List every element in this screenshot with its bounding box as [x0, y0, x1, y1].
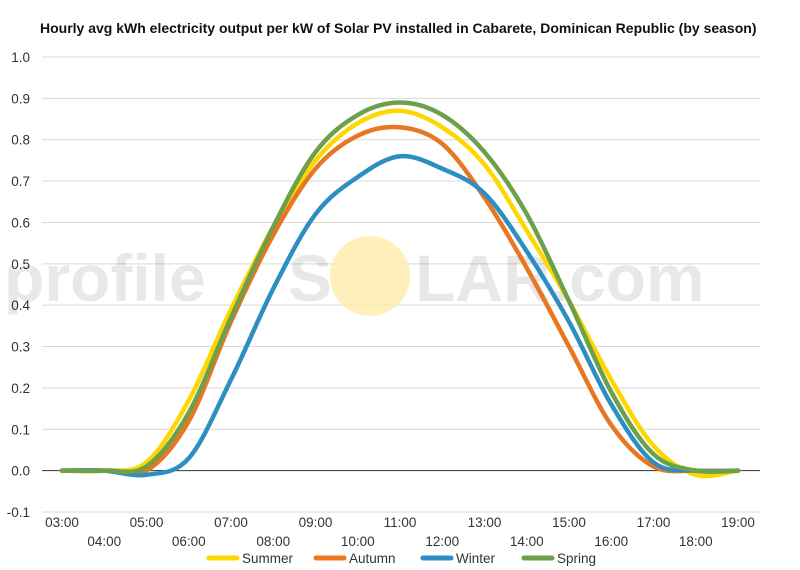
y-tick-label: 0.1 — [11, 422, 30, 437]
x-tick-label: 05:00 — [130, 515, 164, 530]
legend-label: Winter — [456, 551, 496, 566]
x-tick-label: 19:00 — [721, 515, 755, 530]
x-tick-label: 06:00 — [172, 534, 206, 549]
y-axis-ticks: -0.1 0.0 0.1 0.2 0.3 0.4 0.5 0.6 0.7 0.8 0.9 1.0 — [7, 50, 31, 520]
x-tick-label: 11:00 — [384, 515, 417, 530]
x-tick-label: 15:00 — [552, 515, 586, 530]
series-lines — [59, 100, 741, 479]
y-tick-label: 0.9 — [11, 91, 30, 106]
x-axis-ticks: 03:00 04:00 05:00 06:00 07:00 08:00 09:00 10:00… — [45, 515, 755, 549]
legend-label: Summer — [242, 551, 294, 566]
y-tick-label: 0.0 — [11, 464, 30, 479]
y-tick-label: 0.5 — [11, 257, 30, 272]
x-tick-label: 13:00 — [468, 515, 502, 530]
y-tick-label: 0.6 — [11, 215, 30, 230]
legend: Summer Autumn Winter Spring — [206, 551, 596, 566]
series-line-summer — [59, 108, 741, 479]
x-tick-label: 07:00 — [214, 515, 248, 530]
x-tick-label: 10:00 — [341, 534, 375, 549]
legend-item-summer: Summer — [206, 551, 294, 566]
legend-item-spring: Spring — [521, 551, 596, 566]
watermark-sun-icon — [330, 236, 410, 316]
y-tick-label: 1.0 — [11, 50, 30, 65]
x-tick-label: 04:00 — [87, 534, 121, 549]
watermark-logo: profile S LAR.com — [4, 236, 705, 316]
chart-title: Hourly avg kWh electricity output per kW… — [40, 20, 756, 36]
legend-label: Spring — [557, 551, 596, 566]
x-tick-label: 03:00 — [45, 515, 79, 530]
series-line-autumn — [59, 124, 741, 477]
x-tick-label: 09:00 — [299, 515, 333, 530]
series-line-winter — [59, 153, 741, 478]
y-tick-label: 0.4 — [11, 298, 30, 313]
y-tick-label: 0.8 — [11, 133, 30, 148]
y-tick-label: 0.2 — [11, 381, 30, 396]
legend-label: Autumn — [349, 551, 396, 566]
watermark-text-s: S — [288, 241, 332, 315]
y-tick-label: 0.3 — [11, 340, 30, 355]
legend-item-autumn: Autumn — [313, 551, 396, 566]
x-tick-label: 18:00 — [679, 534, 713, 549]
y-tick-label: 0.7 — [11, 174, 30, 189]
y-tick-label: -0.1 — [7, 505, 30, 520]
x-tick-label: 16:00 — [594, 534, 628, 549]
x-tick-label: 12:00 — [425, 534, 459, 549]
watermark-text-left: profile — [4, 241, 206, 315]
series-line-spring — [59, 100, 741, 475]
x-tick-label: 08:00 — [256, 534, 290, 549]
x-tick-label: 14:00 — [510, 534, 544, 549]
legend-item-winter: Winter — [420, 551, 496, 566]
x-tick-label: 17:00 — [637, 515, 671, 530]
